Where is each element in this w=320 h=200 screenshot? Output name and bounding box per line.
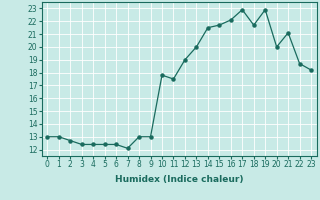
X-axis label: Humidex (Indice chaleur): Humidex (Indice chaleur): [115, 175, 244, 184]
